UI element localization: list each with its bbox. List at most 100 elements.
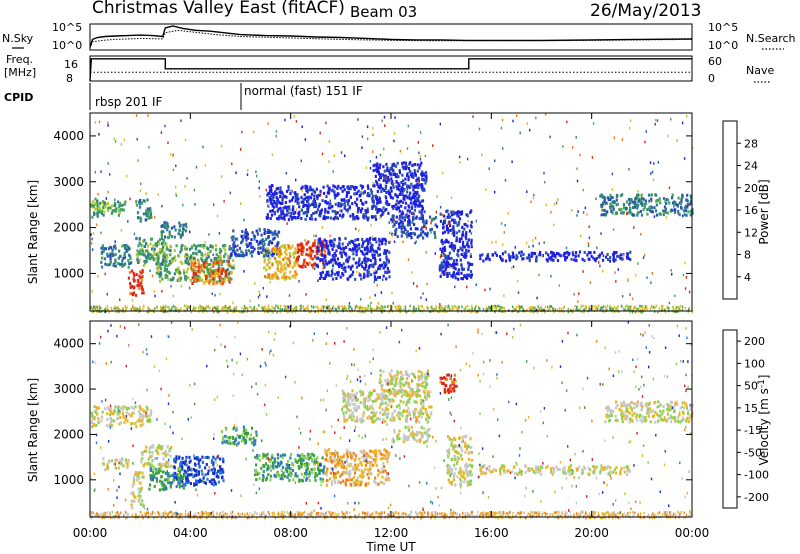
power-cell <box>102 246 105 250</box>
power-ground-cell <box>300 306 302 310</box>
power-cell <box>257 246 260 250</box>
power-cell <box>412 216 415 220</box>
power-ground-cell <box>118 310 120 314</box>
power-noise-cell <box>467 214 469 217</box>
power-cell <box>629 208 632 212</box>
power-cell <box>382 251 386 255</box>
power-ground-cell <box>431 306 433 310</box>
power-ground-cell <box>277 306 279 310</box>
power-ground-cell <box>268 307 270 310</box>
date-label: 26/May/2013 <box>590 1 702 21</box>
power-ytick-label: 2000 <box>53 221 84 235</box>
velocity-cell <box>149 476 152 480</box>
velocity-cell <box>104 407 107 411</box>
power-cell <box>525 256 529 260</box>
power-ground-cell <box>451 308 453 312</box>
power-cell <box>111 248 114 252</box>
power-cell <box>304 211 307 214</box>
power-cell <box>308 188 311 192</box>
velocity-cell <box>120 461 123 465</box>
power-cell <box>440 261 443 265</box>
power-cell <box>247 249 250 253</box>
power-cell <box>339 213 342 217</box>
power-cell <box>153 252 156 256</box>
power-cell <box>413 232 417 236</box>
power-cell <box>297 255 300 259</box>
power-cell <box>233 249 236 253</box>
power-cell <box>550 255 553 259</box>
velocity-cell <box>219 471 222 475</box>
power-cell <box>163 269 166 272</box>
power-ground-cell <box>139 305 141 309</box>
velocity-cell <box>154 457 157 461</box>
power-ground-cell <box>453 304 456 308</box>
power-cell <box>346 277 349 281</box>
power-cell <box>610 196 613 200</box>
power-cell <box>468 274 471 278</box>
power-cell <box>452 212 456 216</box>
power-cell <box>369 259 372 262</box>
power-cell <box>129 257 132 260</box>
power-cell <box>161 277 164 281</box>
power-ground-cell <box>513 308 515 311</box>
power-cell <box>144 255 147 259</box>
power-cell <box>345 191 349 194</box>
power-noise-cell <box>332 268 334 271</box>
power-ground-cell <box>396 308 399 312</box>
power-cell <box>134 279 137 283</box>
power-cell <box>434 216 438 219</box>
power-cell <box>144 261 147 265</box>
power-cell <box>168 263 171 266</box>
power-ground-cell <box>332 304 335 308</box>
power-cell <box>262 246 265 250</box>
power-ground-cell <box>518 310 520 314</box>
power-cell <box>375 181 378 185</box>
power-cell <box>117 256 120 260</box>
power-cell <box>140 285 144 289</box>
velocity-cell <box>213 471 216 475</box>
power-ground-cell <box>367 307 369 311</box>
power-noise-cell <box>91 248 94 251</box>
power-noise-cell <box>602 269 604 273</box>
power-cell <box>315 210 318 214</box>
power-cell <box>364 265 368 269</box>
power-noise-cell <box>304 138 307 141</box>
power-cell <box>605 201 608 205</box>
power-cell <box>385 185 388 189</box>
power-noise-cell <box>419 131 422 134</box>
velocity-cell <box>194 463 197 467</box>
power-noise-cell <box>110 246 113 250</box>
power-noise-cell <box>127 220 129 223</box>
power-cell <box>345 195 348 198</box>
power-cell <box>262 248 265 252</box>
velocity-cell <box>158 446 161 450</box>
power-noise-cell <box>667 134 669 138</box>
power-cell <box>276 242 279 246</box>
power-cell <box>167 270 170 274</box>
power-cell <box>300 252 303 256</box>
power-cell <box>414 204 417 208</box>
power-noise-cell <box>212 253 214 257</box>
power-cell <box>366 247 369 251</box>
power-cell <box>271 184 274 188</box>
power-cell <box>386 166 389 170</box>
power-cell <box>388 275 391 279</box>
power-cell <box>662 197 666 201</box>
power-cell <box>621 193 624 197</box>
power-cell <box>607 198 610 202</box>
power-cell <box>145 214 148 218</box>
power-cell <box>559 254 562 258</box>
power-cell <box>279 270 282 274</box>
power-ground-cell <box>596 307 599 311</box>
velocity-cell <box>112 412 115 416</box>
power-cell <box>460 253 463 256</box>
power-cell <box>393 164 396 168</box>
power-noise-cell <box>555 201 558 205</box>
velocity-cell <box>149 455 152 459</box>
power-cell <box>397 222 401 226</box>
power-cell <box>370 263 374 267</box>
power-cell <box>342 185 345 188</box>
power-cell <box>676 203 679 207</box>
power-noise-cell <box>394 181 396 185</box>
power-cell <box>470 245 473 249</box>
